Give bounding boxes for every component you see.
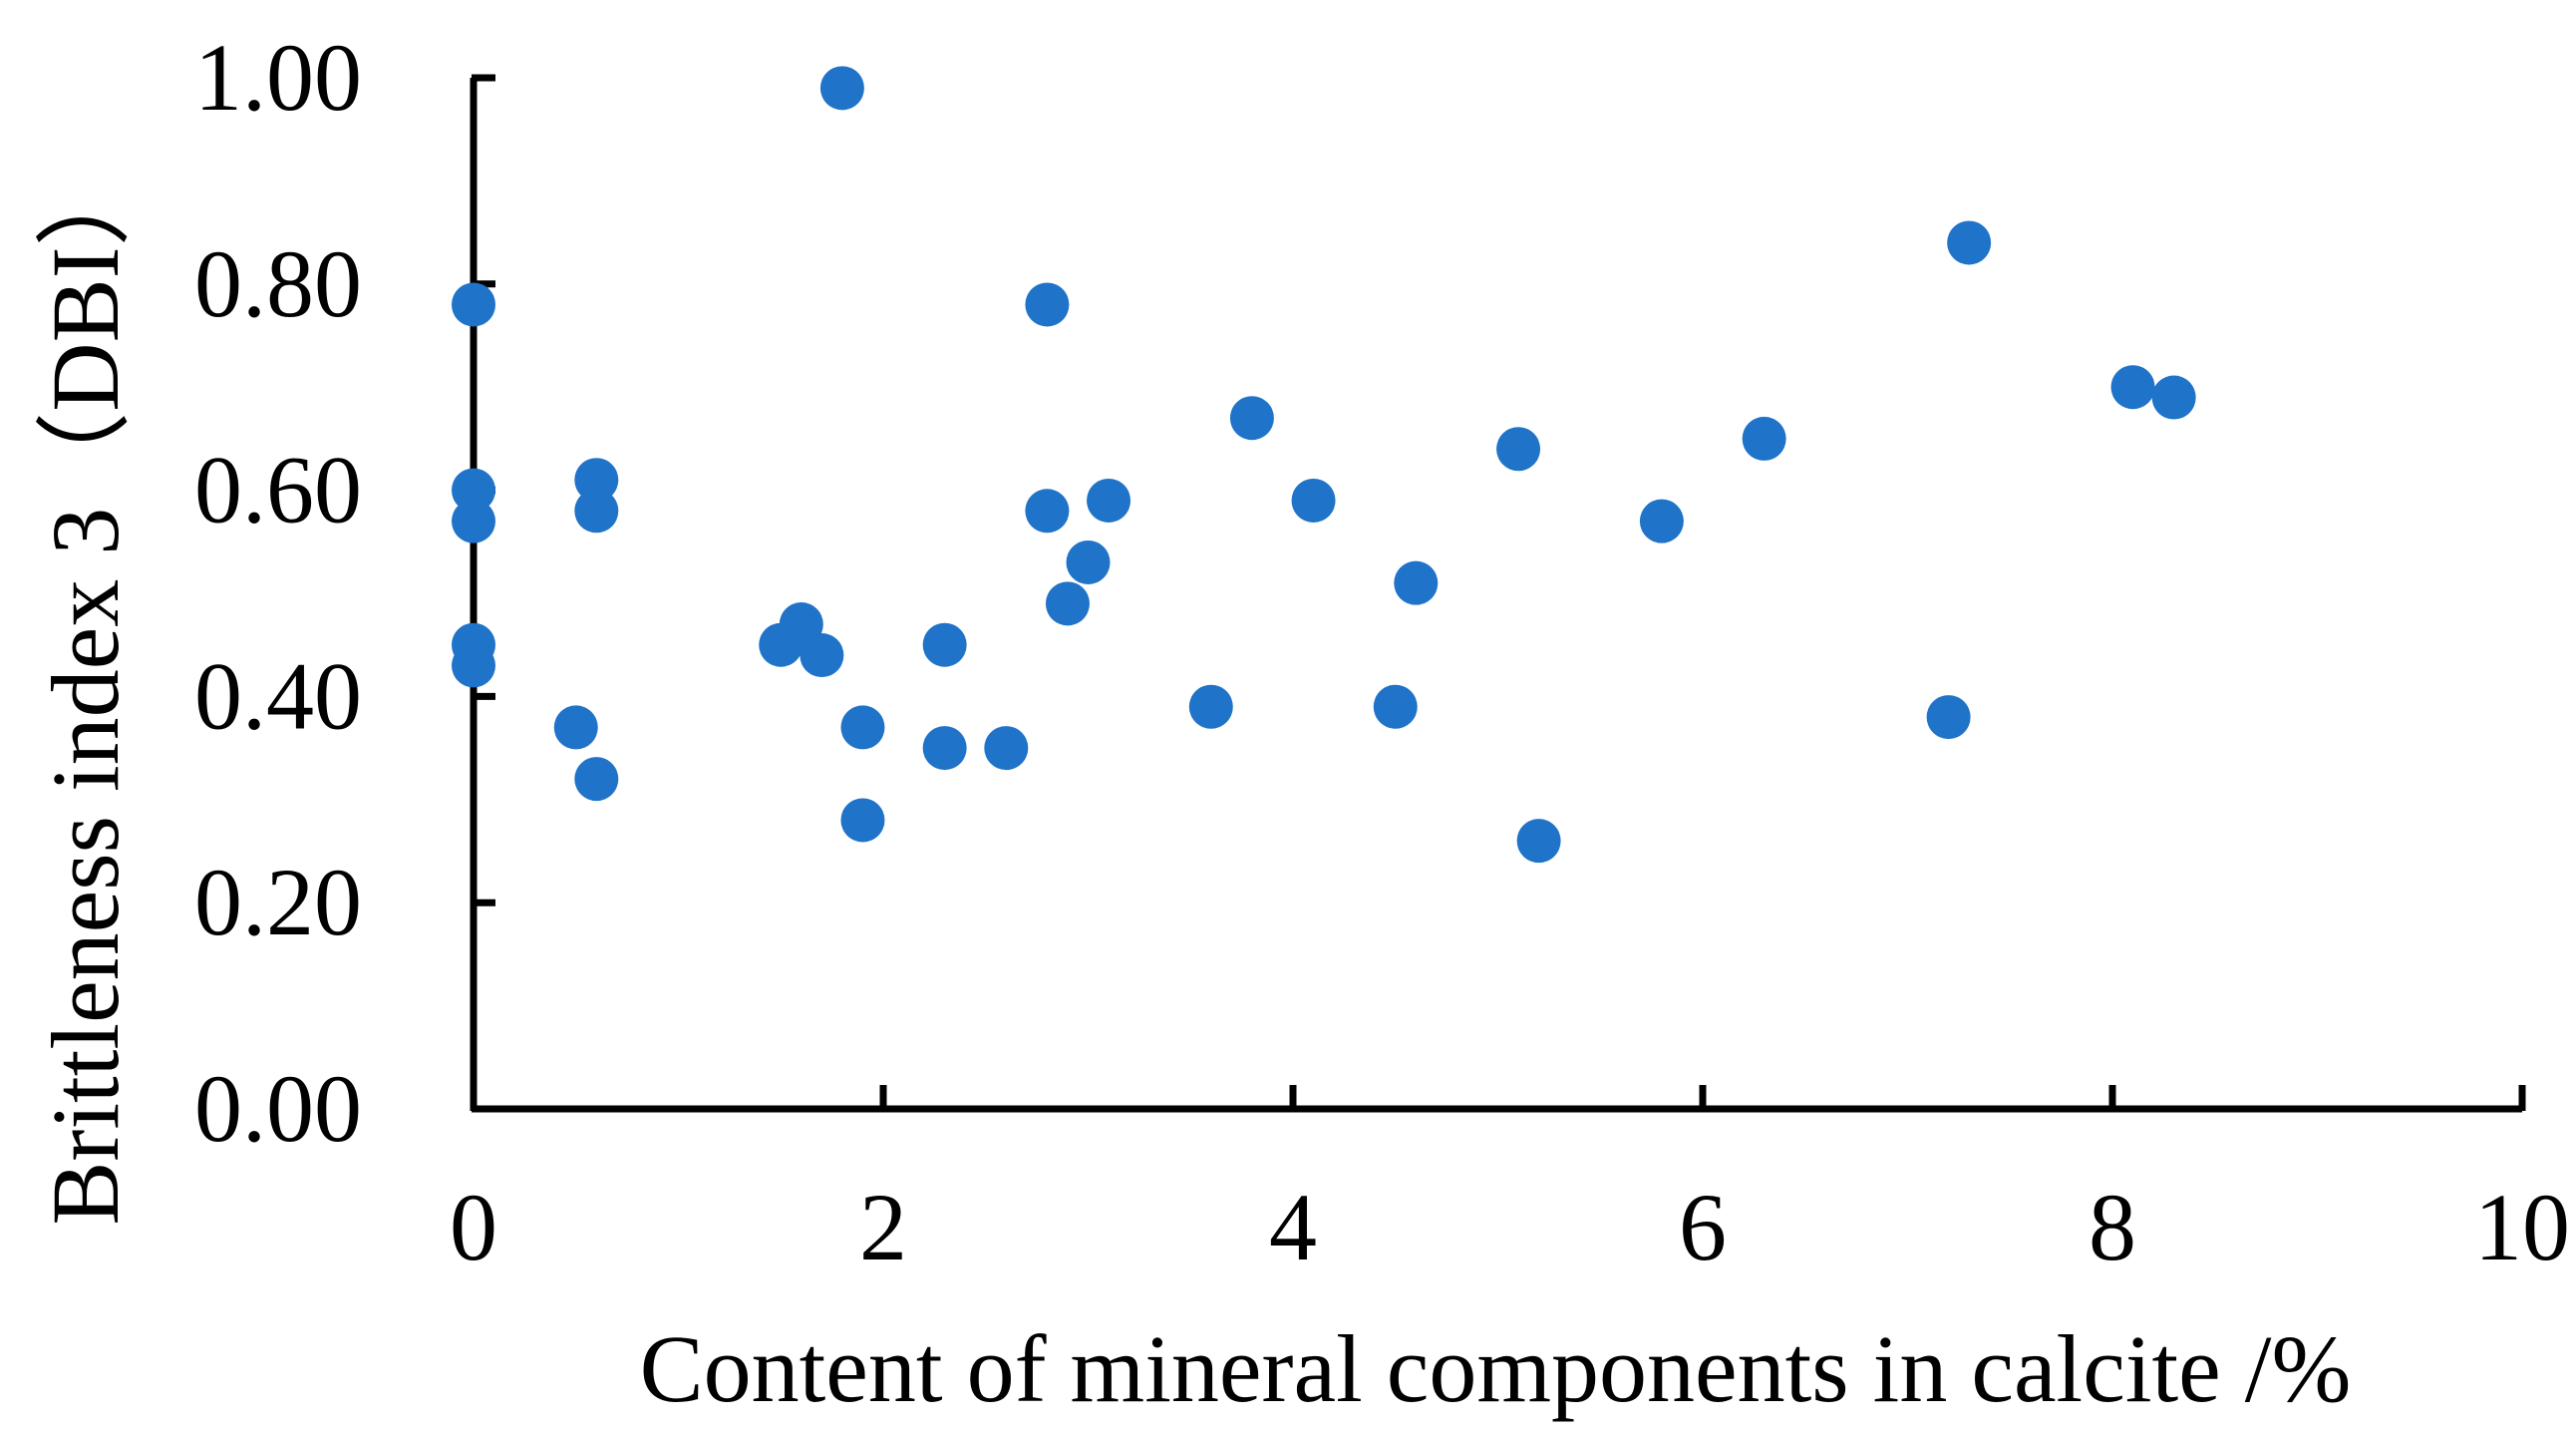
y-tick-label: 0.40	[194, 642, 362, 749]
data-point	[984, 726, 1029, 771]
data-point	[1947, 220, 1992, 265]
data-point	[1045, 581, 1090, 626]
x-tick-label: 0	[450, 1174, 497, 1280]
x-tick-label: 2	[859, 1174, 907, 1280]
y-axis-ticks: 0.00 0.20 0.40 0.60 0.80 1.00	[194, 24, 495, 1162]
data-point	[800, 633, 844, 678]
data-point	[1025, 282, 1070, 327]
x-axis-title: Content of mineral components in calcite…	[640, 1315, 2352, 1422]
data-point	[574, 489, 619, 534]
data-point	[553, 705, 598, 750]
data-point	[840, 705, 885, 750]
data-point	[1742, 416, 1786, 461]
x-tick-label: 4	[1269, 1174, 1317, 1280]
x-tick-label: 6	[1679, 1174, 1727, 1280]
axes: 0.00 0.20 0.40 0.60 0.80 1.00 0 2 4 6 8 10	[194, 24, 2570, 1280]
data-point	[452, 282, 495, 327]
y-tick-label: 0.20	[194, 849, 362, 955]
data-point	[2151, 375, 2196, 420]
data-point	[452, 499, 495, 543]
data-point	[1291, 478, 1336, 523]
data-point	[452, 643, 495, 688]
data-point	[1066, 539, 1111, 584]
data-point	[1516, 819, 1561, 864]
data-point	[819, 66, 864, 111]
y-axis-title: Brittleness index 3（DBI）	[32, 151, 139, 1225]
data-point	[922, 622, 967, 667]
data-point	[452, 468, 495, 513]
data-points	[452, 66, 2196, 864]
data-point	[574, 757, 619, 802]
data-point	[922, 726, 967, 771]
data-point	[574, 458, 619, 503]
data-point	[2110, 365, 2155, 410]
data-point	[1496, 427, 1541, 472]
y-tick-label: 0.80	[194, 230, 362, 337]
data-point	[1639, 499, 1684, 543]
data-point	[1373, 684, 1418, 729]
data-point	[1087, 478, 1131, 523]
data-point	[1025, 489, 1070, 534]
data-point	[1394, 560, 1439, 605]
x-tick-label: 10	[2474, 1174, 2570, 1280]
data-point	[779, 602, 823, 647]
x-tick-label: 8	[2089, 1174, 2136, 1280]
data-point	[1926, 695, 1971, 740]
y-tick-label: 0.00	[194, 1055, 362, 1162]
data-point	[840, 798, 885, 843]
data-point	[1188, 684, 1233, 729]
y-tick-label: 0.60	[194, 437, 362, 543]
data-point	[1229, 396, 1274, 441]
x-axis-ticks: 0 2 4 6 8 10	[450, 1085, 2570, 1280]
y-tick-label: 1.00	[194, 24, 362, 131]
